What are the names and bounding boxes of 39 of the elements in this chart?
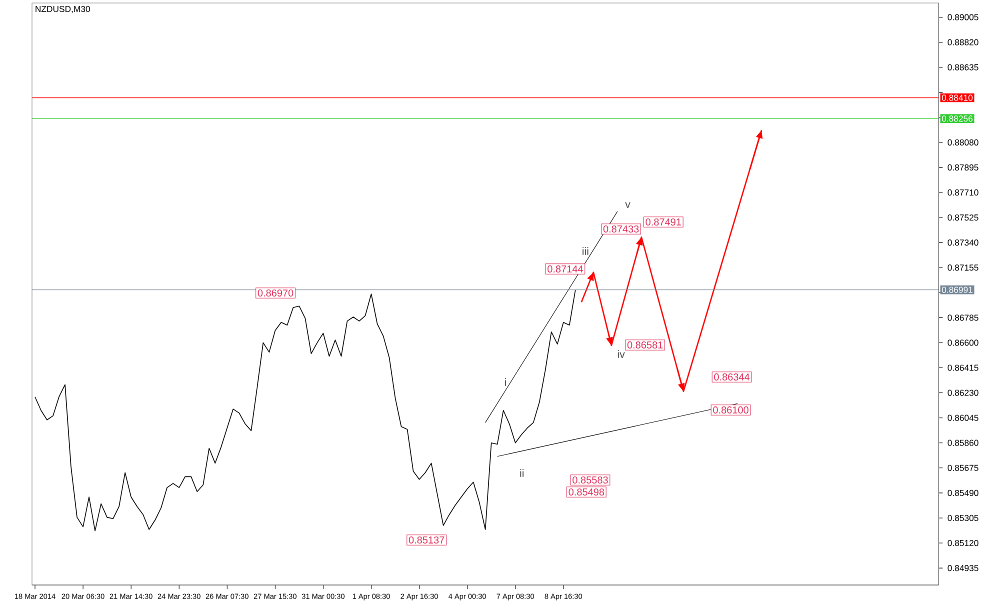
y-tick-label: 0.85860	[948, 440, 978, 446]
ref-line-label: 0.86991	[942, 286, 972, 293]
y-tick-label: 0.87340	[948, 240, 978, 246]
annotation: 0.86581	[627, 341, 663, 349]
annotation: 0.86344	[714, 373, 750, 381]
ref-line-label: 0.88256	[942, 116, 973, 122]
y-tick-label: 0.88080	[948, 139, 978, 146]
y-tick-label: 0.85675	[948, 464, 978, 471]
annotation: iv	[618, 350, 625, 358]
annotation: v	[625, 202, 630, 208]
annotation: 0.86100	[713, 406, 748, 414]
y-tick-label: 0.86785	[948, 314, 978, 321]
chart-title: NZDUSD,M30	[36, 6, 90, 14]
annotation: 0.87144	[548, 265, 583, 273]
y-tick-label: 0.85120	[948, 540, 978, 546]
annotation: 0.87433	[603, 225, 639, 233]
y-tick-label: 0.87710	[948, 189, 978, 196]
y-tick-label: 0.89005	[948, 14, 978, 20]
y-tick-label: 0.84935	[948, 565, 978, 572]
y-tick-label: 0.85305	[948, 514, 978, 522]
y-tick-label: 0.87155	[948, 264, 978, 271]
y-tick-label: 0.86415	[948, 364, 978, 371]
y-tick-label: 0.87895	[948, 164, 978, 171]
annotation: iii	[582, 247, 588, 255]
annotation: 0.86970	[258, 289, 294, 297]
y-tick-label: 0.86230	[948, 390, 978, 396]
y-tick-label: 0.85490	[948, 490, 978, 496]
annotation: ii	[520, 469, 524, 477]
y-tick-label: 0.86600	[948, 340, 978, 346]
annotation: 0.85583	[572, 476, 608, 484]
annotation: 0.87491	[646, 218, 681, 226]
y-tick-label: 0.88820	[948, 39, 978, 46]
y-tick-label: 0.88635	[948, 64, 978, 70]
annotation: 0.85137	[408, 536, 444, 544]
annotation: i	[505, 378, 506, 386]
y-tick-label: 0.87525	[948, 214, 978, 221]
ref-line-label: 0.88410	[942, 94, 973, 101]
annotation: 0.85498	[568, 488, 604, 496]
y-tick-label: 0.86045	[948, 414, 978, 421]
